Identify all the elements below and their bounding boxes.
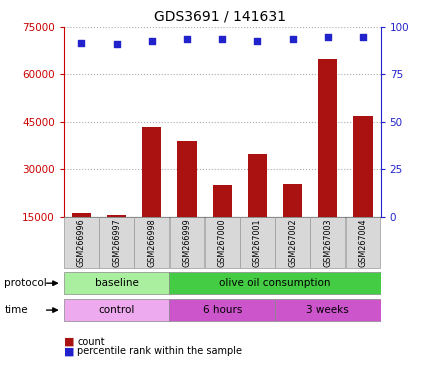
Text: control: control (99, 305, 135, 315)
Point (148, 38, 155, 44)
Point (78, 40, 85, 46)
Bar (283, 184, 302, 217)
Bar (169, 272, 381, 295)
Bar (248, 154, 267, 217)
Bar (64, 217, 99, 268)
Text: GSM266997: GSM266997 (112, 218, 121, 267)
Bar (99, 217, 134, 268)
Bar (275, 217, 310, 268)
Point (219, 36, 226, 42)
Text: baseline: baseline (95, 278, 139, 288)
Bar (177, 141, 197, 217)
Text: GDS3691 / 141631: GDS3691 / 141631 (154, 10, 286, 23)
Bar (169, 299, 275, 321)
Text: percentile rank within the sample: percentile rank within the sample (77, 346, 242, 356)
Bar (318, 59, 337, 217)
Bar (213, 185, 232, 217)
Bar (72, 213, 91, 217)
Bar (353, 116, 373, 217)
Point (113, 41, 120, 47)
Bar (345, 217, 381, 268)
Bar (134, 217, 169, 268)
Bar (240, 217, 275, 268)
Bar (205, 217, 240, 268)
Point (324, 34, 331, 40)
Bar (64, 299, 169, 321)
Text: count: count (77, 337, 105, 347)
Text: time: time (4, 305, 28, 315)
Bar (169, 217, 205, 268)
Text: ■: ■ (64, 346, 74, 356)
Point (359, 34, 367, 40)
Text: GSM267004: GSM267004 (359, 218, 367, 267)
Text: GSM267003: GSM267003 (323, 218, 332, 267)
Text: GSM266996: GSM266996 (77, 218, 86, 267)
Text: 6 hours: 6 hours (202, 305, 242, 315)
Text: GSM267001: GSM267001 (253, 218, 262, 267)
Point (289, 36, 296, 42)
Text: olive oil consumption: olive oil consumption (219, 278, 331, 288)
Point (254, 38, 261, 44)
Bar (107, 215, 126, 217)
Text: GSM267002: GSM267002 (288, 218, 297, 267)
Point (183, 36, 191, 42)
Bar (142, 127, 161, 217)
Bar (310, 217, 345, 268)
Text: GSM267000: GSM267000 (218, 218, 227, 267)
Bar (275, 299, 381, 321)
Text: GSM266999: GSM266999 (183, 218, 191, 267)
Text: GSM266998: GSM266998 (147, 218, 156, 267)
Text: ■: ■ (64, 337, 74, 347)
Bar (64, 272, 169, 295)
Text: protocol: protocol (4, 278, 47, 288)
Text: 3 weeks: 3 weeks (306, 305, 349, 315)
